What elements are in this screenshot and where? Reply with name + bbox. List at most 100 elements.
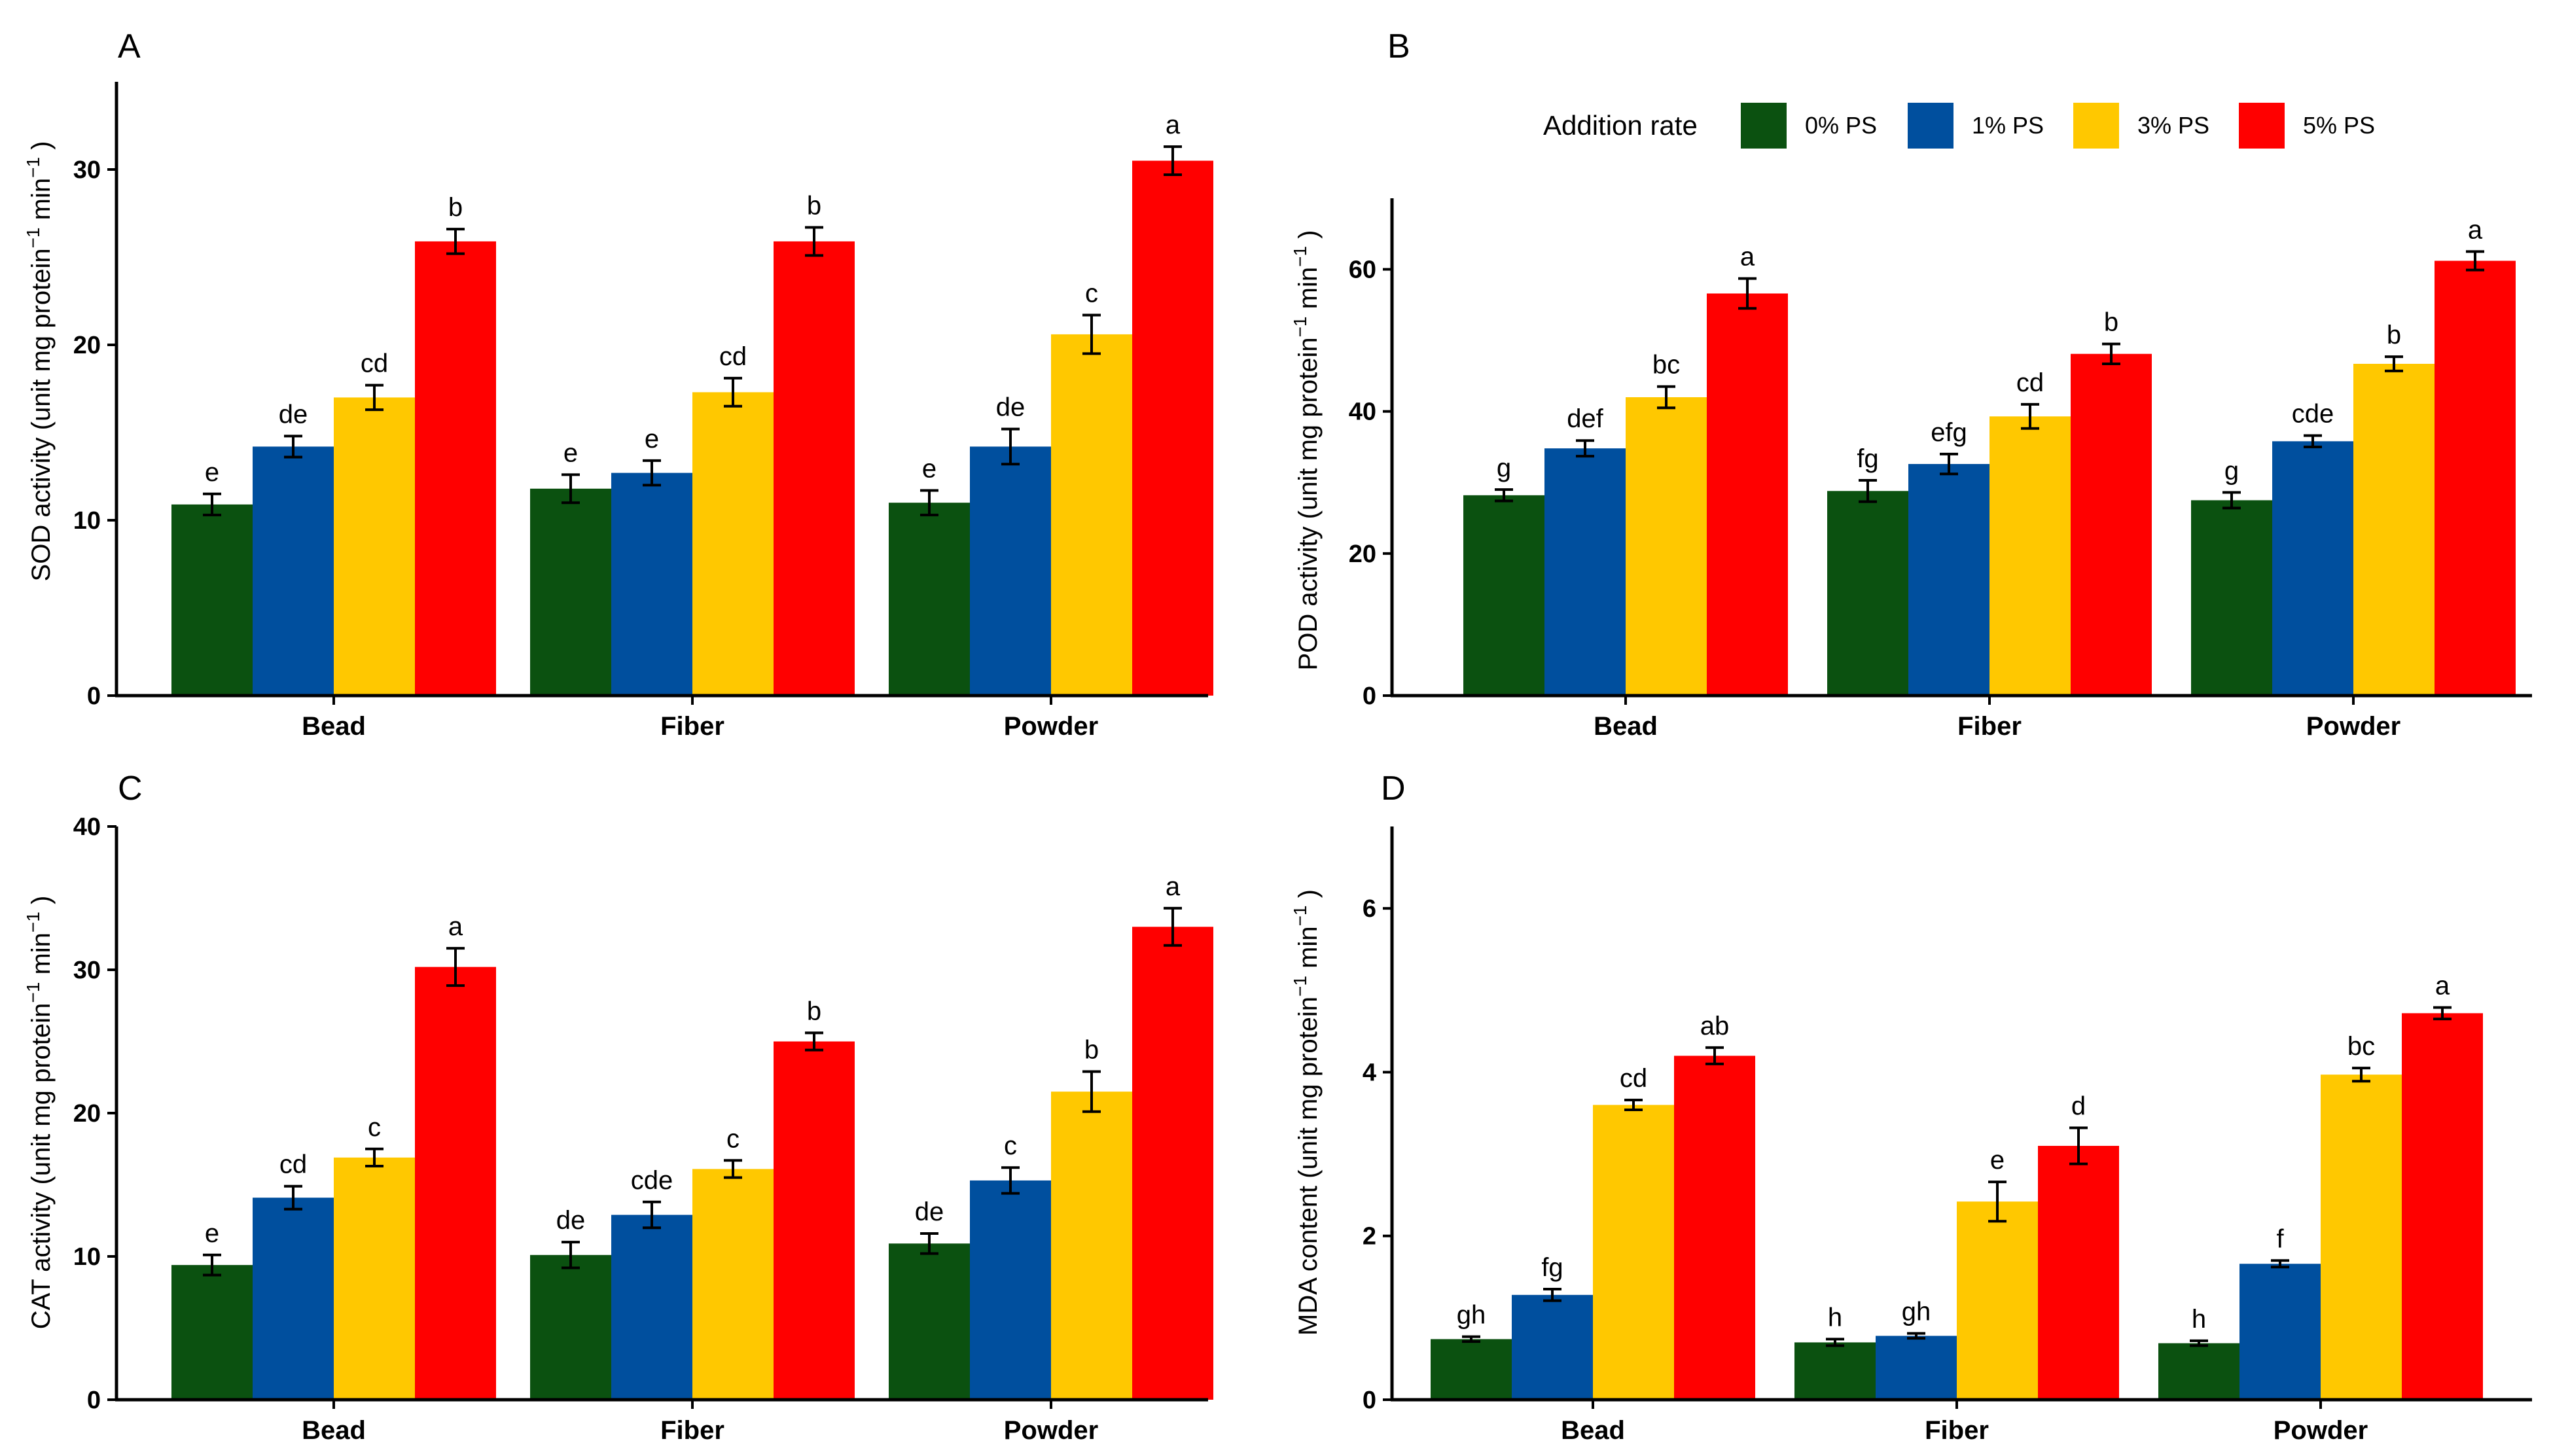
error-bar-d-fiber-1: [1907, 1332, 1925, 1340]
bar-b-bead-0: [1463, 495, 1544, 696]
error-bar-d-powder-0: [2190, 1339, 2208, 1347]
error-bar-a-powder-0: [920, 489, 938, 516]
y-tick-label-d-1: 2: [1363, 1223, 1376, 1251]
error-bar-a-powder-2: [1082, 313, 1101, 355]
sig-label-b-powder-1: cde: [2292, 400, 2334, 429]
error-bar-b-powder-1: [2304, 434, 2322, 448]
x-tick-label-d-powder: Powder: [2274, 1416, 2368, 1445]
bar-b-fiber-2: [1989, 416, 2071, 696]
bar-d-fiber-0: [1794, 1342, 1876, 1400]
y-tick-label-b-2: 40: [1349, 399, 1376, 426]
error-bar-c-fiber-0: [562, 1241, 580, 1270]
sig-label-d-powder-2: bc: [2347, 1032, 2375, 1061]
bar-c-fiber-1: [611, 1215, 692, 1400]
sig-label-a-powder-1: de: [996, 393, 1026, 422]
sig-label-c-fiber-1: cde: [631, 1166, 673, 1195]
bar-a-fiber-3: [774, 241, 855, 696]
legend-label-2: 3% PS: [2137, 112, 2209, 139]
bar-d-fiber-2: [1957, 1201, 2038, 1400]
sig-label-a-powder-3: a: [1166, 111, 1181, 139]
sig-label-b-bead-2: bc: [1652, 351, 1680, 380]
y-tick-label-b-3: 60: [1349, 257, 1376, 284]
sig-label-b-fiber-2: cd: [2016, 368, 2044, 397]
bar-c-fiber-2: [692, 1169, 774, 1400]
sig-label-d-bead-2: cd: [1620, 1064, 1647, 1093]
bar-a-bead-0: [171, 504, 253, 696]
error-bar-c-bead-2: [365, 1147, 384, 1168]
error-bar-a-powder-3: [1164, 145, 1182, 177]
bar-b-bead-1: [1544, 448, 1626, 696]
x-tick-label-b-fiber: Fiber: [1957, 712, 2022, 741]
sig-label-c-bead-3: a: [448, 912, 463, 941]
error-bar-d-bead-0: [1462, 1335, 1480, 1343]
legend-swatch-1: [1908, 103, 1953, 149]
sig-label-d-bead-0: gh: [1457, 1301, 1486, 1330]
plot-area-a: 0 10 20 30 e de cd b Bead e e cd b Fiber e de c a Powder: [73, 82, 1213, 741]
error-bar-a-bead-2: [365, 383, 384, 412]
x-tick-label-c-fiber: Fiber: [660, 1416, 724, 1445]
error-bar-d-powder-2: [2352, 1067, 2370, 1083]
panel-letter-b: B: [1387, 27, 1410, 65]
y-axis-title-b: POD activity (unit mg protein−1 min−1 ): [1290, 230, 1323, 671]
sig-label-d-fiber-0: h: [1828, 1303, 1842, 1332]
error-bar-d-fiber-0: [1826, 1338, 1844, 1347]
plot-area-d: 0 2 4 6 gh fg cd ab Bead h gh e d Fiber h f bc a Powder: [1363, 826, 2532, 1445]
error-bar-d-powder-3: [2433, 1006, 2452, 1021]
sig-label-c-bead-1: cd: [279, 1150, 307, 1179]
plot-area-b: 0 20 40 60 g def bc a Bead fg efg cd b Fiber g cde b a Pow…: [1349, 198, 2532, 741]
y-tick-label-a-2: 20: [73, 332, 101, 359]
y-tick-label-a-3: 30: [73, 156, 101, 184]
error-bar-a-bead-0: [203, 492, 221, 516]
sig-label-c-fiber-2: c: [726, 1124, 740, 1153]
sig-label-b-fiber-0: fg: [1857, 444, 1878, 473]
bar-b-powder-2: [2353, 363, 2435, 696]
error-bar-b-bead-0: [1495, 488, 1513, 503]
bar-b-fiber-0: [1827, 491, 1908, 696]
error-bar-b-powder-3: [2466, 250, 2484, 272]
legend-label-1: 1% PS: [1972, 112, 2044, 139]
x-tick-label-b-bead: Bead: [1594, 712, 1658, 741]
sig-label-a-fiber-1: e: [645, 425, 659, 453]
y-tick-label-d-3: 6: [1363, 895, 1376, 923]
legend-item-1: 1% PS: [1908, 103, 2044, 149]
sig-label-a-bead-0: e: [205, 458, 219, 487]
sig-label-c-fiber-3: b: [807, 997, 821, 1025]
error-bar-b-fiber-3: [2102, 342, 2120, 365]
panel-letter-d: D: [1381, 770, 1406, 808]
sig-label-b-powder-3: a: [2468, 215, 2483, 244]
y-axis-title-a: SOD activity (unit mg protein−1 min−1 ): [23, 141, 56, 582]
bar-a-bead-2: [334, 397, 415, 696]
sig-label-c-powder-3: a: [1166, 872, 1181, 901]
error-bar-b-bead-3: [1738, 277, 1757, 310]
error-bar-c-bead-1: [284, 1184, 302, 1211]
bar-b-bead-2: [1626, 397, 1707, 696]
sig-label-d-powder-0: h: [2192, 1305, 2206, 1334]
legend-swatch-3: [2239, 103, 2285, 149]
y-tick-label-d-0: 0: [1363, 1387, 1376, 1414]
error-bar-c-fiber-3: [805, 1031, 823, 1052]
bar-a-bead-3: [415, 241, 496, 696]
sig-label-d-fiber-3: d: [2071, 1092, 2086, 1121]
error-bar-d-bead-1: [1543, 1288, 1561, 1302]
sig-label-c-powder-0: de: [915, 1198, 944, 1226]
y-tick-label-a-0: 0: [87, 683, 101, 710]
bar-b-fiber-3: [2071, 353, 2152, 696]
legend: Addition rate 0% PS 1% PS 3% PS 5% PS: [1543, 103, 2375, 149]
bar-d-fiber-1: [1876, 1336, 1957, 1400]
bar-c-bead-3: [415, 967, 496, 1400]
sig-label-a-powder-2: c: [1085, 279, 1098, 308]
sig-label-d-bead-3: ab: [1700, 1012, 1730, 1040]
bar-d-fiber-3: [2038, 1146, 2119, 1400]
bar-c-powder-2: [1051, 1092, 1132, 1400]
legend-item-2: 3% PS: [2073, 103, 2209, 149]
sig-label-a-powder-0: e: [922, 454, 937, 483]
sig-label-b-fiber-3: b: [2104, 308, 2118, 337]
sig-label-c-powder-2: b: [1084, 1035, 1099, 1064]
bar-b-powder-1: [2272, 441, 2353, 696]
y-tick-label-b-0: 0: [1363, 683, 1376, 710]
x-tick-label-c-bead: Bead: [302, 1416, 366, 1445]
error-bar-d-powder-1: [2271, 1259, 2289, 1269]
x-tick-label-a-powder: Powder: [1004, 712, 1098, 741]
sig-label-d-fiber-2: e: [1990, 1146, 2005, 1175]
sig-label-b-fiber-1: efg: [1931, 418, 1967, 447]
